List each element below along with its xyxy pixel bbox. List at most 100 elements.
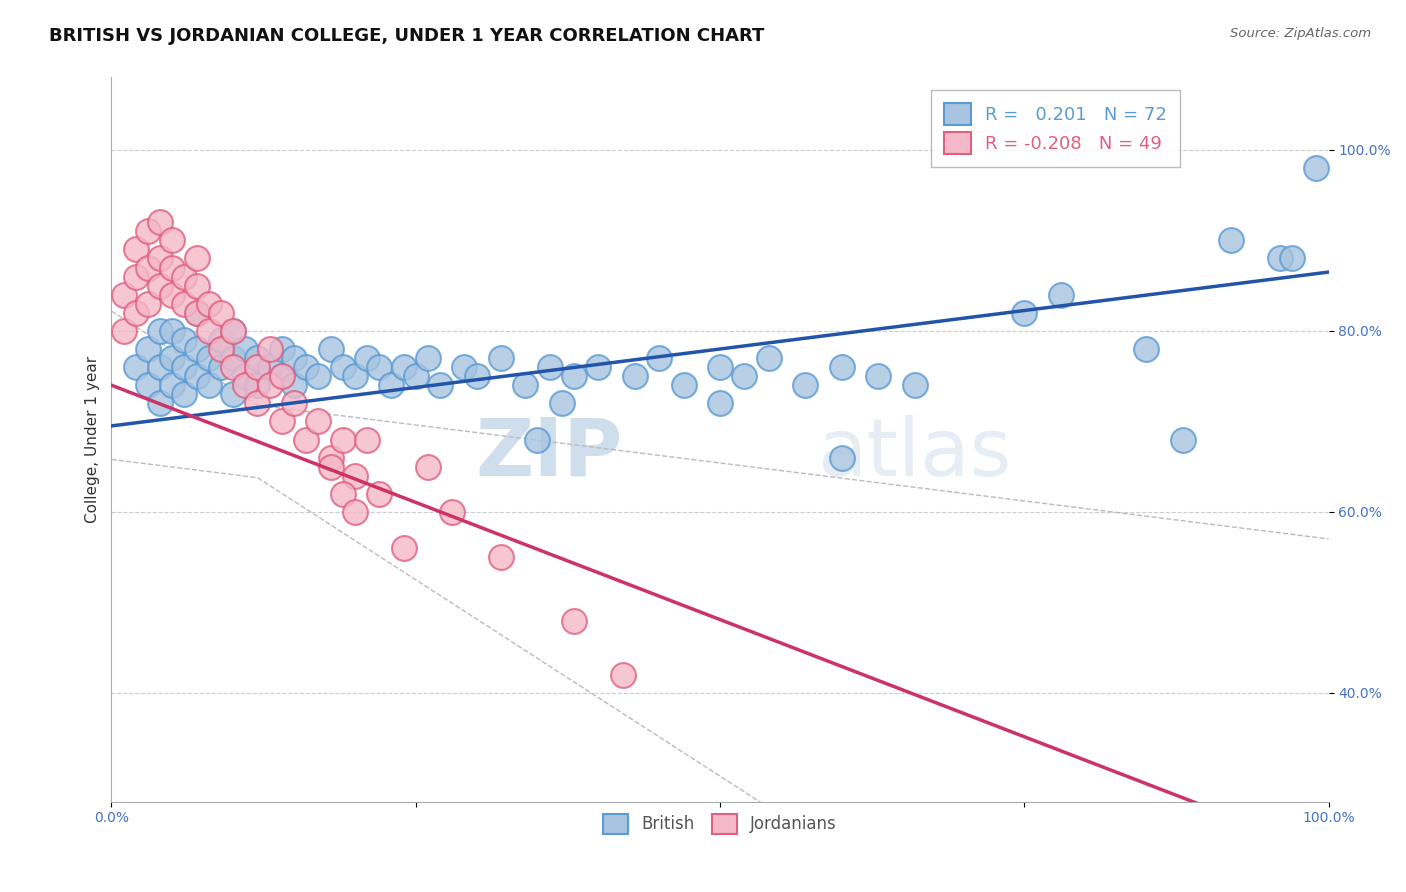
Point — [416, 459, 439, 474]
Point — [209, 360, 232, 375]
Point — [149, 324, 172, 338]
Point — [233, 342, 256, 356]
Point — [209, 306, 232, 320]
Point — [538, 360, 561, 375]
Point — [209, 333, 232, 347]
Point — [246, 378, 269, 392]
Point — [246, 396, 269, 410]
Point — [392, 360, 415, 375]
Point — [197, 378, 219, 392]
Point — [112, 287, 135, 301]
Point — [136, 297, 159, 311]
Point — [149, 396, 172, 410]
Point — [162, 260, 184, 275]
Point — [831, 360, 853, 375]
Point — [465, 369, 488, 384]
Point — [295, 360, 318, 375]
Point — [904, 378, 927, 392]
Text: atlas: atlas — [817, 415, 1012, 493]
Point — [283, 378, 305, 392]
Point — [186, 306, 208, 320]
Point — [526, 433, 548, 447]
Point — [307, 414, 329, 428]
Point — [149, 215, 172, 229]
Point — [758, 351, 780, 365]
Point — [259, 342, 281, 356]
Point — [343, 468, 366, 483]
Point — [648, 351, 671, 365]
Point — [794, 378, 817, 392]
Point — [186, 306, 208, 320]
Point — [1171, 433, 1194, 447]
Point — [197, 297, 219, 311]
Point — [149, 252, 172, 266]
Point — [136, 224, 159, 238]
Point — [162, 324, 184, 338]
Point — [173, 360, 195, 375]
Point — [343, 505, 366, 519]
Point — [332, 360, 354, 375]
Point — [343, 369, 366, 384]
Point — [295, 433, 318, 447]
Point — [136, 342, 159, 356]
Point — [222, 324, 245, 338]
Point — [868, 369, 890, 384]
Point — [1281, 252, 1303, 266]
Point — [173, 333, 195, 347]
Point — [551, 396, 574, 410]
Point — [319, 459, 342, 474]
Point — [368, 360, 391, 375]
Point — [368, 487, 391, 501]
Point — [672, 378, 695, 392]
Point — [709, 360, 731, 375]
Point — [283, 351, 305, 365]
Point — [709, 396, 731, 410]
Point — [125, 243, 148, 257]
Point — [380, 378, 402, 392]
Point — [173, 297, 195, 311]
Point — [489, 550, 512, 565]
Point — [429, 378, 451, 392]
Point — [1050, 287, 1073, 301]
Point — [162, 378, 184, 392]
Point — [392, 541, 415, 555]
Point — [112, 324, 135, 338]
Point — [246, 360, 269, 375]
Point — [270, 369, 292, 384]
Point — [319, 342, 342, 356]
Point — [233, 369, 256, 384]
Point — [162, 287, 184, 301]
Point — [209, 342, 232, 356]
Point — [1268, 252, 1291, 266]
Point — [588, 360, 610, 375]
Point — [1135, 342, 1157, 356]
Point — [259, 378, 281, 392]
Y-axis label: College, Under 1 year: College, Under 1 year — [86, 356, 100, 523]
Point — [233, 378, 256, 392]
Point — [222, 387, 245, 401]
Point — [186, 369, 208, 384]
Point — [515, 378, 537, 392]
Point — [173, 387, 195, 401]
Point — [612, 668, 634, 682]
Point — [283, 396, 305, 410]
Point — [356, 351, 378, 365]
Point — [416, 351, 439, 365]
Point — [125, 306, 148, 320]
Point — [162, 351, 184, 365]
Point — [162, 233, 184, 247]
Point — [149, 278, 172, 293]
Point — [186, 278, 208, 293]
Point — [125, 269, 148, 284]
Point — [562, 369, 585, 384]
Point — [173, 269, 195, 284]
Point — [246, 351, 269, 365]
Point — [270, 414, 292, 428]
Point — [222, 324, 245, 338]
Point — [1305, 161, 1327, 175]
Point — [197, 351, 219, 365]
Point — [453, 360, 475, 375]
Point — [441, 505, 464, 519]
Point — [624, 369, 647, 384]
Point — [1220, 233, 1243, 247]
